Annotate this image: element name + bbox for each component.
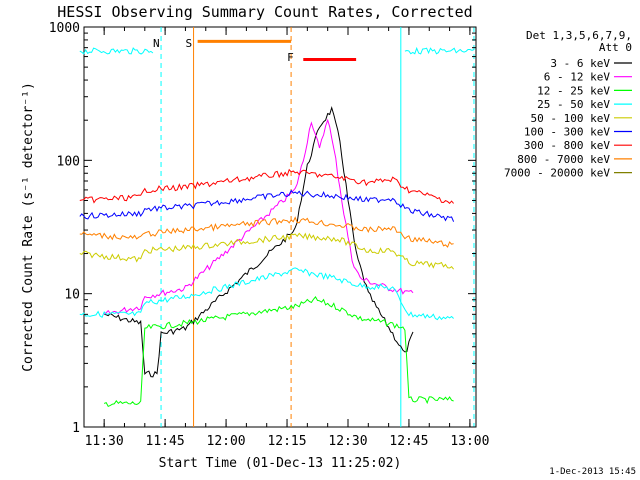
y-tick-label: 10 <box>64 288 80 303</box>
x-tick-label: 11:30 <box>85 434 124 449</box>
legend-header-line2: Att 0 <box>599 41 632 54</box>
series-group <box>79 46 475 408</box>
plot-frame <box>83 26 477 428</box>
x-axis-label: Start Time (01-Dec-13 11:25:02) <box>159 456 402 471</box>
y-axis-label: Corrected Count Rate (s⁻¹ detector⁻¹) <box>21 82 36 372</box>
series-line <box>103 118 414 315</box>
x-tick-label: 12:00 <box>207 434 246 449</box>
y-tick-label: 1 <box>72 421 80 436</box>
annotation-n: N <box>153 37 160 50</box>
series-line <box>104 105 414 378</box>
chart-title: HESSI Observing Summary Count Rates, Cor… <box>57 3 472 21</box>
series-line <box>79 216 454 248</box>
annotations: N S F <box>153 37 294 64</box>
legend-label: 6 - 12 keV <box>544 71 611 84</box>
date-stamp: 1-Dec-2013 15:45 <box>549 467 636 477</box>
x-tick-label: 13:00 <box>450 434 489 449</box>
annotation-f: F <box>287 51 294 64</box>
axis-ticks: 11:30 11:45 12:00 12:15 12:30 12:45 13:00 1 10 10… <box>49 21 490 449</box>
legend-label: 25 - 50 keV <box>537 98 610 111</box>
x-tick-label: 12:45 <box>389 434 428 449</box>
x-tick-label: 11:45 <box>146 434 185 449</box>
series-line <box>79 46 475 321</box>
legend-label: 300 - 800 keV <box>524 139 610 152</box>
series-line <box>103 296 454 408</box>
series-line <box>79 232 454 270</box>
annotation-s: S <box>186 37 193 50</box>
legend-label: 12 - 25 keV <box>537 84 610 97</box>
legend-label: 3 - 6 keV <box>550 57 610 70</box>
y-tick-label: 1000 <box>49 21 80 36</box>
overlay-bars <box>197 39 357 62</box>
series-line <box>79 168 454 204</box>
legend-label: 7000 - 20000 keV <box>504 167 610 180</box>
legend-label: 100 - 300 keV <box>524 126 610 139</box>
y-tick-label: 100 <box>57 154 80 169</box>
legend-label: 50 - 100 keV <box>531 112 611 125</box>
legend-header-line1: Det 1,3,5,6,7,9, <box>526 29 632 42</box>
legend-label: 800 - 7000 keV <box>517 153 610 166</box>
series-line <box>79 189 455 222</box>
x-tick-label: 12:30 <box>328 434 367 449</box>
x-tick-label: 12:15 <box>267 434 306 449</box>
